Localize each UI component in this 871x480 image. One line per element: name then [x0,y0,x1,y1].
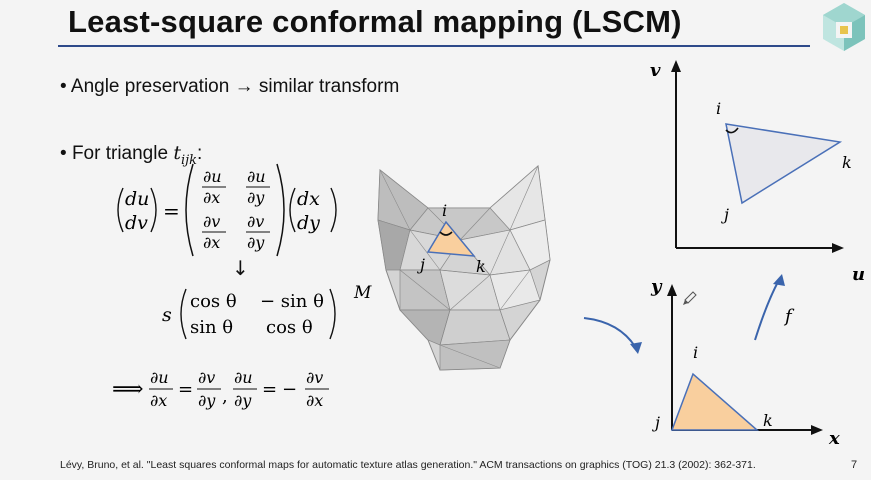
mapping-arrow-f [754,279,780,341]
rot-r1c2: − sin θ [260,291,324,312]
bullet-dot: • [60,143,72,164]
bullet2-suffix: : [197,143,203,164]
j-r2c2-num: ∂v [247,212,264,231]
mesh-vertex-i: i [442,201,447,220]
rot-r2c1: sin θ [190,317,233,338]
cube-logo-icon [823,3,865,51]
title-underline [58,45,810,47]
pencil-icon [683,291,697,305]
xy-vertex-j: j [652,413,660,432]
bullet2-prefix: For triangle [71,143,174,164]
cr2-den-l: ∂y [234,391,252,410]
cauchy-riemann-equation: ⟹ ∂u ∂x = ∂v ∂y , ∂u ∂y = − ∂v ∂x [112,368,329,410]
j-r1c1-den: ∂x [203,188,220,207]
xy-axis-y-label: y [650,276,663,297]
bullet-angle-preservation: • Angle preservation → similar transform [60,76,399,98]
mesh-triangle-ijk [426,220,476,257]
cr2-num-r: ∂v [306,368,323,387]
cr1-den-l: ∂x [150,391,167,410]
uv-axis-u-label: u [852,264,865,283]
vec-dy: dy [297,212,320,234]
bullet1-text: Angle preservation → similar transform [70,76,400,97]
bullet-for-triangle: • For triangle tijk: [60,142,202,168]
j-r1c1-num: ∂u [203,167,222,186]
cr-comma: , [222,386,228,407]
rotation-equation: s cos θ − sin θ sin θ cos θ [162,288,336,340]
j-r1c2-num: ∂u [247,167,266,186]
cr1-num-l: ∂u [150,368,169,387]
rot-r2c2: cos θ [266,317,313,338]
down-arrow: ↓ [232,256,249,280]
xy-axis-x-label: x [828,428,840,449]
scale-s: s [162,304,172,326]
page-number: 7 [851,459,858,471]
vec-dv: dv [125,212,148,234]
mesh-to-xy-arrow [583,317,642,354]
mapping-label-f: f [783,306,795,327]
mesh-label-m: M [353,283,372,303]
cr2-minus: − [282,379,297,400]
j-r1c2-den: ∂y [247,188,265,207]
vec-du: du [125,188,149,210]
xy-vertex-k: k [763,411,773,430]
cr1-num-r: ∂v [198,368,215,387]
mesh-vertex-j: j [417,255,425,274]
cr1-equals: = [178,379,193,400]
vec-dx: dx [297,188,320,210]
xy-local-plot: y x i j k f [650,274,840,449]
citation: Lévy, Bruno, et al. "Least squares confo… [60,459,756,471]
uv-triangle [725,123,843,205]
uv-vertex-i: i [716,99,721,118]
uv-axis-v-label: v [650,60,661,81]
uv-vertex-k: k [842,153,852,172]
j-r2c2-den: ∂y [247,233,265,252]
xy-triangle [670,372,759,431]
uv-angle-arc [725,127,739,134]
j-r2c1-num: ∂v [203,212,220,231]
bullet2-var: t [173,142,181,164]
mesh-vertex-k: k [476,257,486,276]
xy-vertex-i: i [693,343,698,362]
uv-vertex-j: j [721,205,729,224]
equals-sign: = [163,199,180,223]
cr1-den-r: ∂y [198,391,216,410]
bullet-dot: • [60,76,71,97]
cat-mesh-illustration: M i j k [353,165,551,371]
cr2-num-l: ∂u [234,368,253,387]
rot-r1c1: cos θ [190,291,237,312]
slide-title: Least-square conformal mapping (LSCM) [68,4,682,39]
mesh-angle-arc [439,231,453,236]
j-r2c1-den: ∂x [203,233,220,252]
uv-parameter-plot: v u i j k [650,60,865,283]
cr2-equals: = [262,379,277,400]
implies-arrow: ⟹ [112,377,144,402]
cr2-den-r: ∂x [306,391,323,410]
jacobian-equation: du dv = ∂u ∂x ∂u ∂y ∂v ∂x ∂v ∂y dx dy [117,163,337,257]
